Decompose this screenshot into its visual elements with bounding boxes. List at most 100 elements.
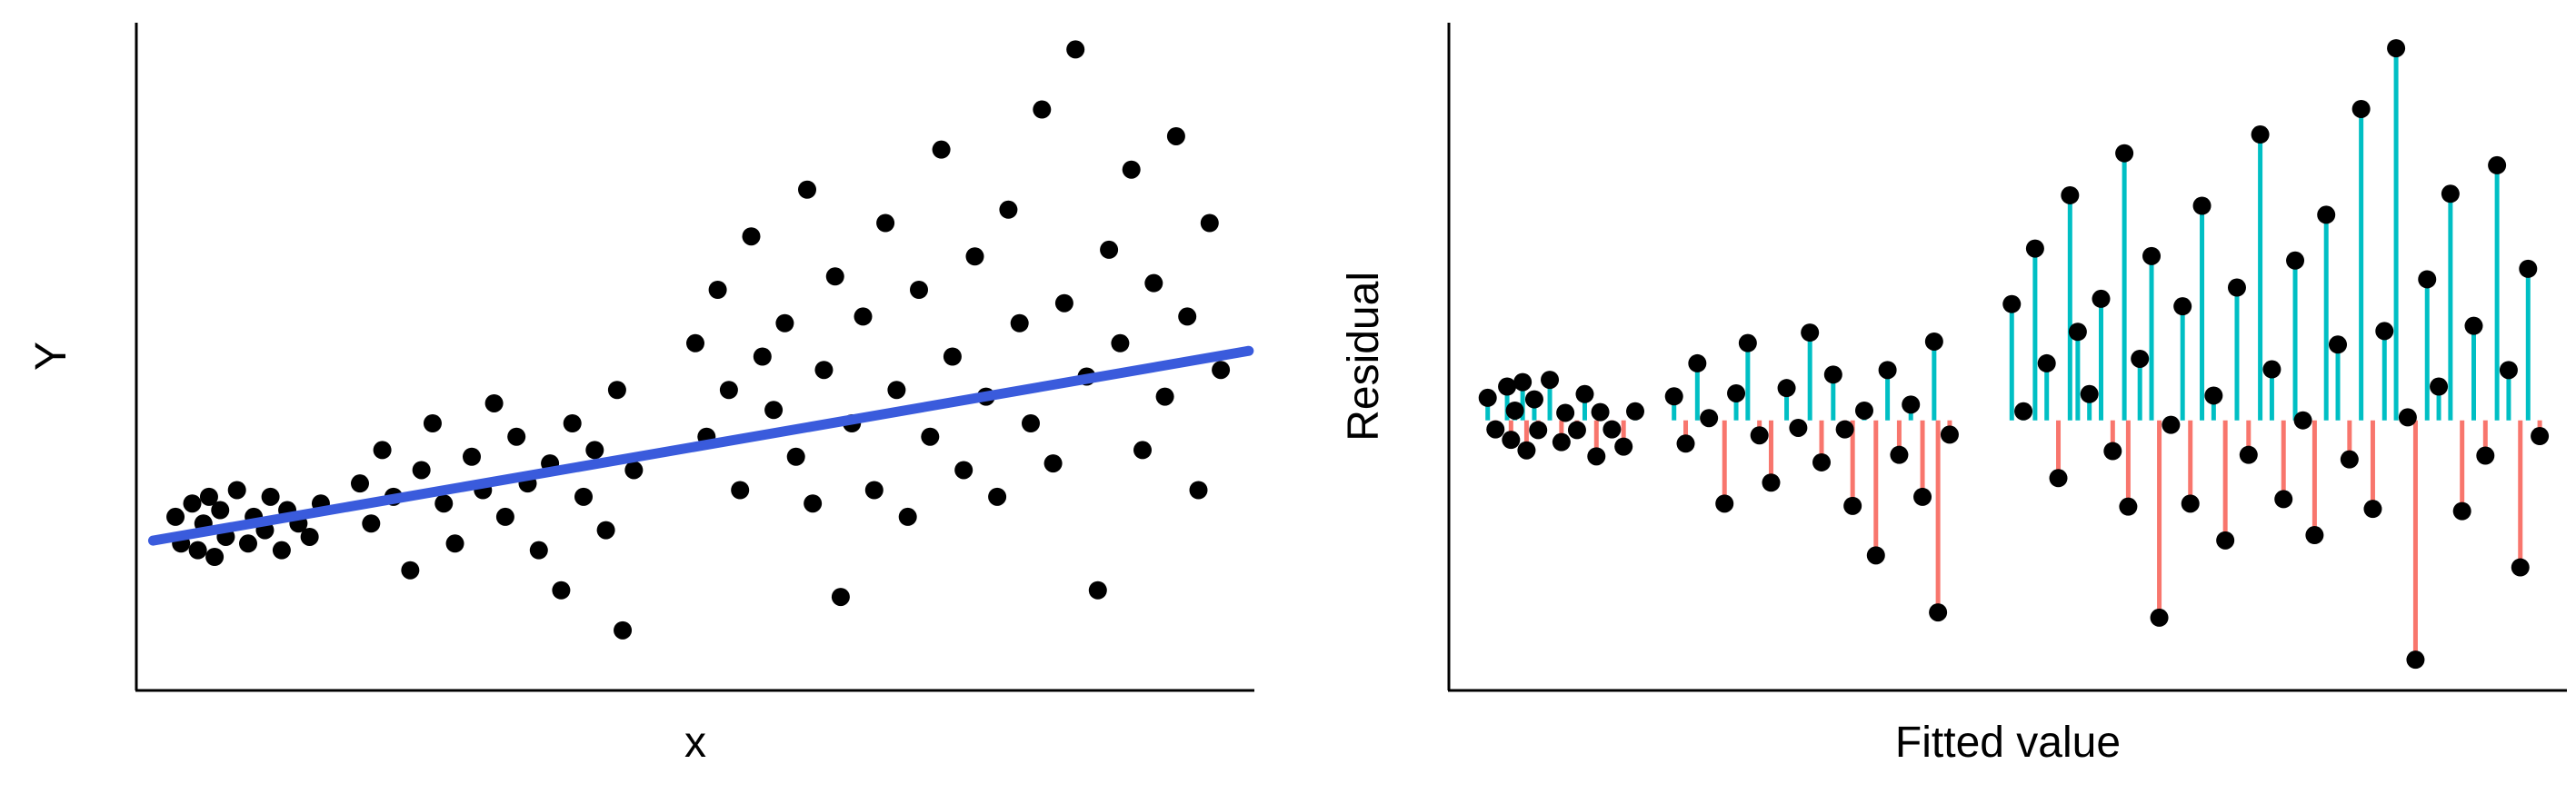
- data-point: [798, 180, 816, 199]
- data-point: [1587, 447, 1606, 466]
- data-point: [1777, 379, 1796, 398]
- fitted-value-axis-label: Fitted value: [1894, 719, 2122, 767]
- data-point: [1902, 395, 1921, 414]
- data-point: [1801, 323, 1820, 342]
- data-point: [1552, 432, 1571, 452]
- data-point: [211, 501, 230, 520]
- data-point: [1133, 441, 1152, 460]
- data-point: [1524, 390, 1543, 409]
- data-point: [786, 447, 805, 466]
- data-point: [1878, 361, 1897, 380]
- y-axis-label-wrap: Y: [13, 23, 89, 690]
- data-point: [1789, 418, 1808, 437]
- data-point: [1178, 307, 1197, 326]
- data-point: [1700, 409, 1719, 428]
- data-point: [2173, 297, 2192, 316]
- data-point: [1517, 441, 1536, 460]
- data-point: [412, 461, 431, 480]
- data-point: [999, 200, 1018, 219]
- data-point: [686, 333, 704, 352]
- data-point: [2476, 446, 2495, 465]
- data-point: [2049, 469, 2068, 488]
- data-point: [887, 381, 906, 400]
- data-point: [607, 381, 626, 400]
- data-point: [2398, 408, 2417, 427]
- data-point: [351, 474, 369, 493]
- left-scatter-panel: Y x: [0, 0, 1263, 804]
- data-point: [1727, 383, 1746, 402]
- data-point: [831, 588, 850, 607]
- data-point: [529, 541, 548, 560]
- data-point: [1835, 420, 1854, 439]
- data-point: [1166, 126, 1185, 145]
- data-point: [2131, 349, 2150, 368]
- data-point: [2441, 184, 2460, 203]
- data-point: [2061, 185, 2080, 204]
- data-point: [183, 494, 202, 513]
- data-point: [2340, 450, 2359, 469]
- data-point: [2286, 251, 2305, 270]
- data-point: [2162, 415, 2181, 434]
- data-point: [2452, 501, 2471, 521]
- data-point: [2305, 526, 2324, 545]
- data-point: [825, 267, 844, 286]
- data-point: [2227, 278, 2246, 297]
- data-point: [563, 414, 582, 432]
- data-point: [2251, 125, 2270, 144]
- data-point: [188, 541, 207, 560]
- data-point: [1676, 434, 1695, 453]
- data-point: [614, 620, 633, 640]
- data-point: [910, 281, 928, 299]
- data-point: [2103, 442, 2122, 461]
- data-point: [2519, 259, 2538, 278]
- data-point: [495, 507, 514, 526]
- data-point: [988, 487, 1007, 506]
- data-point: [2406, 650, 2425, 670]
- data-point: [1929, 603, 1948, 622]
- data-point: [2363, 500, 2382, 519]
- data-point: [2375, 322, 2394, 341]
- data-point: [2119, 497, 2138, 516]
- data-point: [2115, 144, 2134, 163]
- data-point: [2025, 239, 2044, 258]
- data-point: [804, 494, 823, 513]
- data-point: [2329, 335, 2348, 354]
- data-point: [1591, 402, 1610, 422]
- data-point: [1010, 313, 1029, 333]
- data-point: [2181, 494, 2200, 513]
- data-point: [1200, 213, 1219, 233]
- data-point: [1715, 494, 1734, 513]
- data-point: [2080, 384, 2099, 403]
- data-point: [2002, 294, 2022, 313]
- data-point: [742, 227, 761, 246]
- data-point: [272, 541, 291, 560]
- data-point: [1688, 353, 1707, 372]
- data-point: [1513, 372, 1533, 392]
- data-point: [775, 313, 794, 333]
- data-point: [1762, 473, 1781, 492]
- data-point: [814, 361, 834, 380]
- data-point: [708, 281, 727, 299]
- data-point: [2150, 608, 2169, 627]
- data-point: [1529, 421, 1548, 440]
- data-point: [1924, 332, 1943, 351]
- data-point: [199, 487, 218, 506]
- data-point: [1738, 333, 1757, 352]
- data-point: [1940, 425, 1959, 444]
- data-point: [2418, 270, 2437, 289]
- data-point: [1486, 420, 1505, 439]
- data-point: [1913, 487, 1932, 506]
- data-point: [943, 347, 962, 366]
- data-point: [1614, 437, 1633, 456]
- data-point: [624, 461, 644, 480]
- data-point: [1664, 387, 1683, 406]
- data-point: [954, 461, 973, 480]
- scatter-plot-canvas: [135, 23, 1254, 692]
- data-point: [1502, 431, 1521, 450]
- data-point: [1100, 240, 1119, 259]
- data-point: [1556, 403, 1575, 422]
- data-point: [731, 481, 750, 500]
- data-point: [484, 393, 504, 412]
- data-point: [854, 307, 873, 326]
- data-point: [719, 381, 738, 400]
